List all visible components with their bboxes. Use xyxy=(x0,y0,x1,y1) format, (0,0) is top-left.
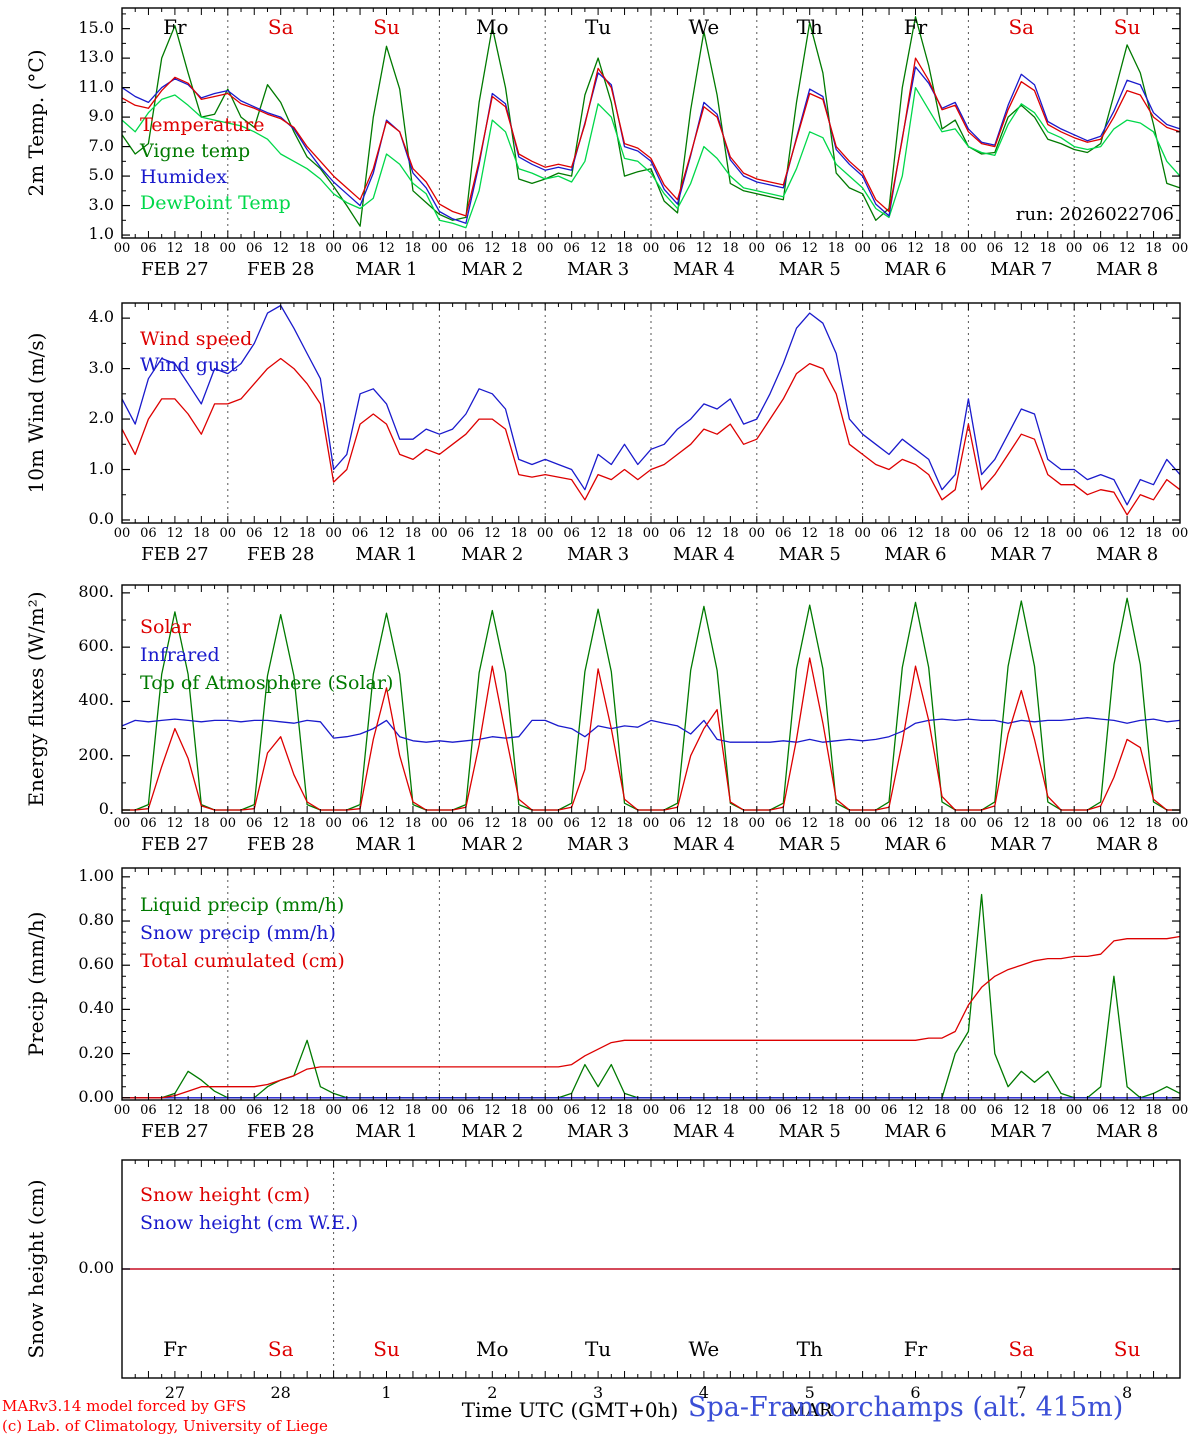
legend-vigne-temp: Vigne temp xyxy=(140,140,251,162)
model-credit-line: MARv3.14 model forced by GFS xyxy=(2,1397,247,1415)
y-axis-title-temperature: 2m Temp. (°C) xyxy=(24,49,48,197)
legend-snow-precip: Snow precip (mm/h) xyxy=(140,922,336,944)
legend-total-cumulated: Total cumulated (cm) xyxy=(140,950,345,972)
x-axis-title: Time UTC (GMT+0h) xyxy=(461,1398,679,1422)
station-title: Spa-Francorchamps (alt. 415m) xyxy=(688,1392,1124,1423)
legend-humidex: Humidex xyxy=(140,166,228,188)
lab-credit-line: (c) Lab. of Climatology, University of L… xyxy=(2,1417,328,1435)
legend-infrared: Infrared xyxy=(140,644,220,666)
legend-solar: Solar xyxy=(140,616,191,638)
legend-snow-height-we: Snow height (cm W.E.) xyxy=(140,1212,359,1234)
run-label: run: 2026022706 xyxy=(1015,204,1174,225)
month-axis-label: MAR xyxy=(787,1400,833,1421)
legend-wind-speed: Wind speed xyxy=(140,328,253,350)
legend-toa-solar: Top of Atmosphere (Solar) xyxy=(140,672,394,694)
legend-wind-gust: Wind gust xyxy=(140,354,238,376)
legend-dewpoint-temp: DewPoint Temp xyxy=(140,192,291,214)
legend-temperature: Temperature xyxy=(140,114,265,136)
y-axis-title-snow: Snow height (cm) xyxy=(24,1179,48,1359)
y-axis-title-wind: 10m Wind (m/s) xyxy=(24,332,48,494)
legend-liquid-precip: Liquid precip (mm/h) xyxy=(140,894,345,916)
y-axis-title-energy: Energy fluxes (W/m²) xyxy=(24,591,48,807)
legend-snow-height: Snow height (cm) xyxy=(140,1184,311,1206)
y-axis-title-precip: Precip (mm/h) xyxy=(24,911,48,1057)
